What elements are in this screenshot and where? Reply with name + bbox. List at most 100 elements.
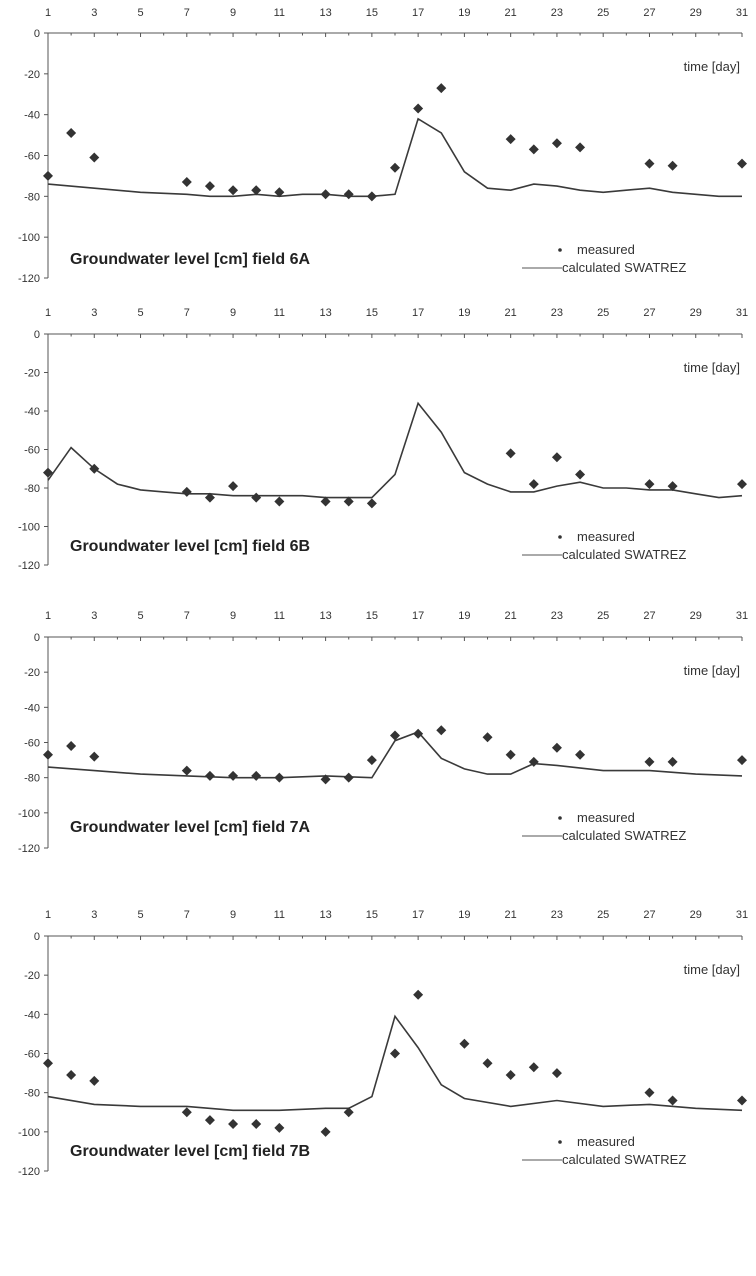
y-tick-label: -60 xyxy=(24,151,40,163)
data-point-measured xyxy=(274,1122,285,1133)
data-point-measured xyxy=(575,469,586,480)
data-point-measured xyxy=(320,774,331,785)
x-tick-label: 29 xyxy=(690,909,702,921)
y-tick-label: -20 xyxy=(24,667,40,679)
x-tick-label: 5 xyxy=(137,307,143,319)
y-tick-label: -20 xyxy=(24,970,40,982)
x-tick-label: 25 xyxy=(597,909,609,921)
y-tick-label: 0 xyxy=(34,28,40,40)
data-point-measured xyxy=(181,765,192,776)
x-tick-label: 27 xyxy=(643,307,655,319)
chart-panel: 1 3 5 7 9 11 13 15 17 19 21 23 25 27 29 310-20-40-60-80… xyxy=(18,307,748,572)
legend-label-calculated: calculated SWATREZ xyxy=(562,1152,686,1167)
x-tick-label: 7 xyxy=(184,909,190,921)
x-tick-label: 11 xyxy=(274,610,285,622)
data-point-measured xyxy=(482,732,493,743)
y-tick-label: -100 xyxy=(18,522,40,534)
legend-label-calculated: calculated SWATREZ xyxy=(562,828,686,843)
data-point-measured xyxy=(43,1058,53,1069)
data-point-measured xyxy=(43,749,53,760)
y-tick-label: -40 xyxy=(24,1009,40,1021)
data-point-measured xyxy=(274,772,285,783)
data-point-measured xyxy=(89,751,100,762)
data-point-measured xyxy=(667,1095,678,1106)
y-tick-label: -40 xyxy=(24,110,40,122)
data-point-measured xyxy=(528,479,539,490)
data-point-measured xyxy=(551,452,562,463)
data-point-measured xyxy=(274,496,285,507)
data-point-measured xyxy=(505,1070,516,1081)
x-tick-label: 7 xyxy=(184,307,190,319)
data-point-measured xyxy=(551,1068,562,1079)
y-tick-label: -40 xyxy=(24,702,40,714)
y-tick-label: 0 xyxy=(34,329,40,341)
x-tick-label: 5 xyxy=(137,610,143,622)
x-tick-label: 1 xyxy=(45,307,51,319)
data-point-measured xyxy=(343,496,354,507)
chart-title: Groundwater level [cm] field 7A xyxy=(70,819,311,836)
data-point-measured xyxy=(436,725,447,736)
x-tick-label: 29 xyxy=(690,610,702,622)
data-point-measured xyxy=(251,185,262,196)
x-tick-label: 3 xyxy=(91,307,97,319)
x-tick-label: 15 xyxy=(366,610,378,622)
x-tick-label: 21 xyxy=(505,307,517,319)
x-tick-label: 13 xyxy=(319,610,331,622)
x-tick-label: 9 xyxy=(230,610,236,622)
data-point-measured xyxy=(528,1062,539,1073)
legend-marker-measured xyxy=(558,248,562,252)
data-point-measured xyxy=(251,770,262,781)
x-tick-label: 9 xyxy=(230,7,236,19)
legend-marker-measured xyxy=(558,1140,562,1144)
series-line-calculated xyxy=(47,1014,743,1112)
data-point-measured xyxy=(228,770,239,781)
x-tick-label: 5 xyxy=(137,909,143,921)
data-point-measured xyxy=(667,160,678,171)
x-tick-label: 13 xyxy=(319,307,331,319)
data-point-measured xyxy=(251,492,262,503)
x-tick-label: 11 xyxy=(274,909,285,921)
x-tick-label: 1 xyxy=(45,7,51,19)
data-point-measured xyxy=(343,772,354,783)
data-point-measured xyxy=(575,142,586,153)
data-point-measured xyxy=(644,158,655,169)
x-tick-label: 1 xyxy=(45,909,51,921)
chart-panel: 1 3 5 7 9 11 13 15 17 19 21 23 25 27 29 310-20-40-60-80… xyxy=(18,610,748,855)
x-tick-label: 29 xyxy=(690,7,702,19)
data-point-measured xyxy=(528,144,539,155)
x-tick-label: 19 xyxy=(458,7,470,19)
x-tick-label: 19 xyxy=(458,307,470,319)
x-tick-label: 17 xyxy=(412,307,424,319)
x-tick-label: 3 xyxy=(91,7,97,19)
x-tick-label: 23 xyxy=(551,7,563,19)
y-tick-label: -120 xyxy=(18,273,40,285)
data-point-measured xyxy=(551,742,562,753)
data-point-measured xyxy=(505,134,516,145)
x-tick-label: 31 xyxy=(736,7,748,19)
data-point-measured xyxy=(667,756,678,767)
data-point-measured xyxy=(320,496,331,507)
data-point-measured xyxy=(390,730,400,741)
legend-label-measured: measured xyxy=(577,810,635,825)
x-tick-label: 19 xyxy=(458,610,470,622)
data-point-measured xyxy=(320,189,331,200)
legend-marker-measured xyxy=(558,535,562,539)
x-tick-label: 13 xyxy=(319,909,331,921)
x-tick-label: 21 xyxy=(505,909,517,921)
y-tick-label: -20 xyxy=(24,368,40,380)
x-tick-label: 7 xyxy=(184,610,190,622)
x-tick-label: 15 xyxy=(366,909,378,921)
legend-label-measured: measured xyxy=(577,529,635,544)
data-point-measured xyxy=(228,481,239,492)
x-tick-label: 21 xyxy=(505,610,517,622)
series-line-calculated xyxy=(47,117,742,198)
data-point-measured xyxy=(66,741,77,752)
x-tick-label: 17 xyxy=(412,7,424,19)
legend-marker-measured xyxy=(558,816,562,820)
x-tick-label: 13 xyxy=(319,7,331,19)
data-point-measured xyxy=(505,749,516,760)
data-point-measured xyxy=(459,1038,470,1049)
series-line-calculated xyxy=(47,731,743,779)
x-axis-label: time [day] xyxy=(684,962,740,977)
